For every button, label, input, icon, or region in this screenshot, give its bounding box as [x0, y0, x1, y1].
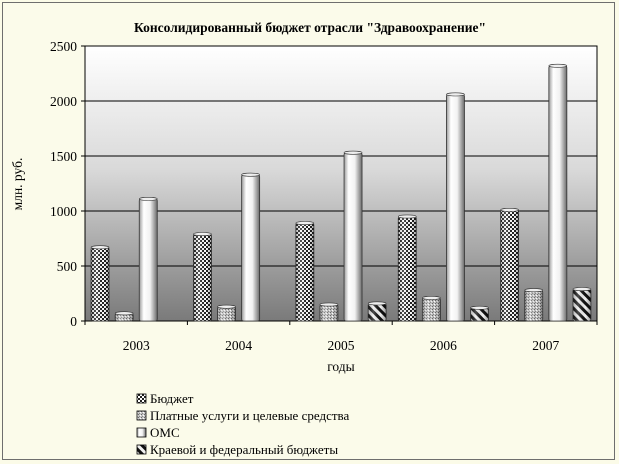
- y-tick-label: 2500: [50, 39, 77, 54]
- bar-3-2003: [138, 196, 158, 322]
- plot-area: [84, 45, 598, 322]
- bar-1-2005: [295, 221, 315, 322]
- bar-3-2007: [548, 63, 568, 322]
- legend-swatch: [136, 427, 147, 438]
- legend-label: Платные услуги и целевые средства: [150, 408, 349, 423]
- x-tick-label: 2004: [225, 338, 252, 353]
- legend-swatch: [136, 410, 147, 421]
- x-axis-ticks: 2003 2004 2005 2006 2007: [84, 321, 598, 353]
- x-tick-label: 2007: [532, 338, 559, 353]
- legend-swatch: [136, 444, 147, 455]
- x-axis-label: годы: [327, 359, 355, 374]
- bar-1-2006: [397, 214, 417, 322]
- bar-3-2004: [241, 172, 261, 322]
- x-tick-label: 2006: [430, 338, 457, 353]
- y-tick-label: 0: [70, 314, 77, 329]
- legend-label: Бюджет: [150, 391, 194, 406]
- legend-item: Краевой и федеральный бюджеты: [136, 442, 338, 457]
- y-tick-label: 1500: [50, 149, 77, 164]
- bar-3-2006: [446, 92, 465, 322]
- bar-2-2005: [319, 302, 339, 322]
- bar-2-2004: [217, 304, 236, 322]
- x-tick-label: 2005: [328, 338, 355, 353]
- y-tick-label: 1000: [50, 204, 77, 219]
- legend-item: Платные услуги и целевые средства: [136, 408, 349, 423]
- legend-item: Бюджет: [136, 391, 194, 406]
- bar-2-2003: [114, 311, 134, 322]
- bar-1-2004: [193, 232, 212, 322]
- bar-4-2006: [470, 305, 489, 322]
- bar-2-2007: [524, 288, 544, 322]
- y-axis-label: млн. руб.: [10, 158, 25, 211]
- bars: [90, 63, 592, 322]
- bar-1-2003: [90, 245, 110, 322]
- chart-title: Консолидированный бюджет отрасли "Здраво…: [134, 20, 486, 35]
- y-axis-ticks: 0 500 1000 1500 2000 2500: [50, 39, 85, 329]
- legend-label: Краевой и федеральный бюджеты: [150, 442, 338, 457]
- bar-3-2005: [343, 150, 363, 322]
- legend: Бюджет Платные услуги и целевые средства О…: [136, 391, 349, 457]
- bar-2-2006: [421, 295, 441, 322]
- y-tick-label: 2000: [50, 94, 77, 109]
- bar-4-2007: [572, 287, 592, 322]
- legend-item: ОМС: [136, 425, 180, 440]
- bar-1-2007: [500, 207, 520, 322]
- bar-4-2005: [367, 301, 387, 322]
- x-tick-label: 2003: [123, 338, 150, 353]
- y-tick-label: 500: [57, 259, 78, 274]
- legend-label: ОМС: [150, 425, 180, 440]
- legend-swatch: [136, 393, 147, 404]
